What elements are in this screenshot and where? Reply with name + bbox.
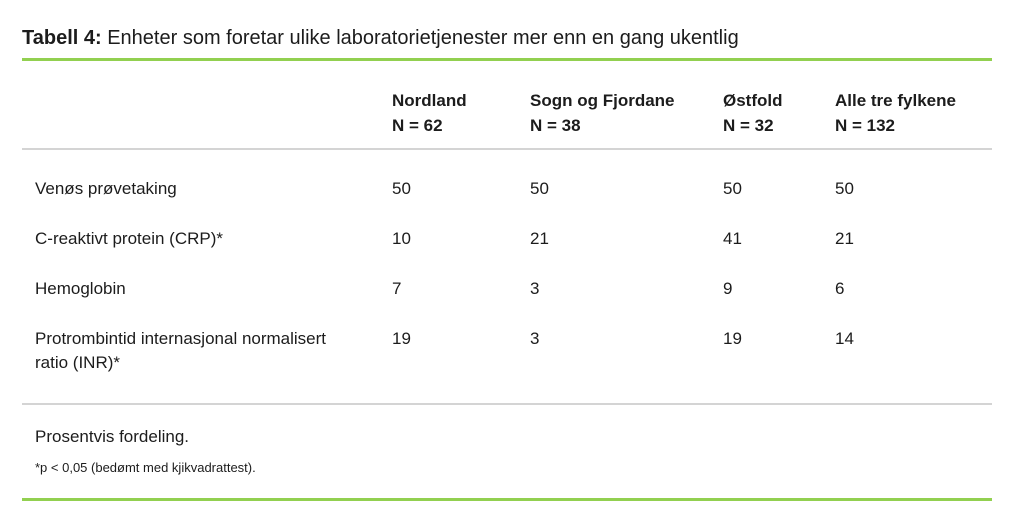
column-n: N = 38 [530, 116, 581, 135]
cell-value: 50 [723, 179, 742, 198]
column-name: Sogn og Fjordane [530, 91, 675, 110]
table-note: Prosentvis fordeling. [35, 427, 190, 446]
table-content: Tabell 4: Enheter som foretar ulike labo… [22, 0, 992, 501]
table-caption: Enheter som foretar ulike laboratorietje… [107, 27, 739, 49]
cell-value: 21 [835, 229, 854, 248]
cell-value: 21 [530, 229, 549, 248]
table-row: Protrombintid internasjonal normalisert … [22, 327, 992, 375]
row-label: Hemoglobin [35, 279, 126, 298]
accent-rule-top [22, 58, 992, 61]
table-title: Tabell 4: Enheter som foretar ulike labo… [22, 0, 992, 52]
cell-value: 3 [530, 279, 540, 298]
cell-value: 9 [723, 279, 733, 298]
table-footnote: *p < 0,05 (bedømt med kjikvadrattest). [35, 460, 256, 475]
column-name: Nordland [392, 91, 467, 110]
column-n: N = 62 [392, 116, 443, 135]
table-number: Tabell 4: [22, 27, 102, 49]
cell-value: 6 [835, 279, 845, 298]
table-row: Hemoglobin 7 3 9 6 [22, 277, 992, 301]
header-cell-alle-tre-fylkene: Alle tre fylkene N = 132 [835, 88, 992, 138]
footer-divider [22, 403, 992, 405]
cell-value: 3 [530, 329, 540, 348]
header-cell-nordland: Nordland N = 62 [392, 88, 530, 138]
table-header-row: Nordland N = 62 Sogn og Fjordane N = 38 … [22, 61, 992, 148]
table-body: Venøs prøvetaking 50 50 50 50 C-reaktivt… [22, 150, 992, 403]
row-label: Protrombintid internasjonal normalisert … [35, 329, 327, 372]
header-cell-sogn-og-fjordane: Sogn og Fjordane N = 38 [530, 88, 723, 138]
column-name: Østfold [723, 91, 783, 110]
table-row: C-reaktivt protein (CRP)* 10 21 41 21 [22, 227, 992, 251]
accent-rule-bottom [22, 498, 992, 501]
cell-value: 7 [392, 279, 402, 298]
header-divider [22, 148, 992, 150]
cell-value: 41 [723, 229, 742, 248]
row-label: Venøs prøvetaking [35, 179, 177, 198]
header-cell-ostfold: Østfold N = 32 [723, 88, 835, 138]
column-n: N = 132 [835, 116, 896, 135]
cell-value: 50 [530, 179, 549, 198]
cell-value: 14 [835, 329, 854, 348]
column-n: N = 32 [723, 116, 774, 135]
cell-value: 50 [392, 179, 411, 198]
cell-value: 50 [835, 179, 854, 198]
table-row: Venøs prøvetaking 50 50 50 50 [22, 177, 992, 201]
row-label: C-reaktivt protein (CRP)* [35, 229, 223, 248]
cell-value: 19 [392, 329, 411, 348]
cell-value: 10 [392, 229, 411, 248]
column-name: Alle tre fylkene [835, 91, 956, 110]
cell-value: 19 [723, 329, 742, 348]
